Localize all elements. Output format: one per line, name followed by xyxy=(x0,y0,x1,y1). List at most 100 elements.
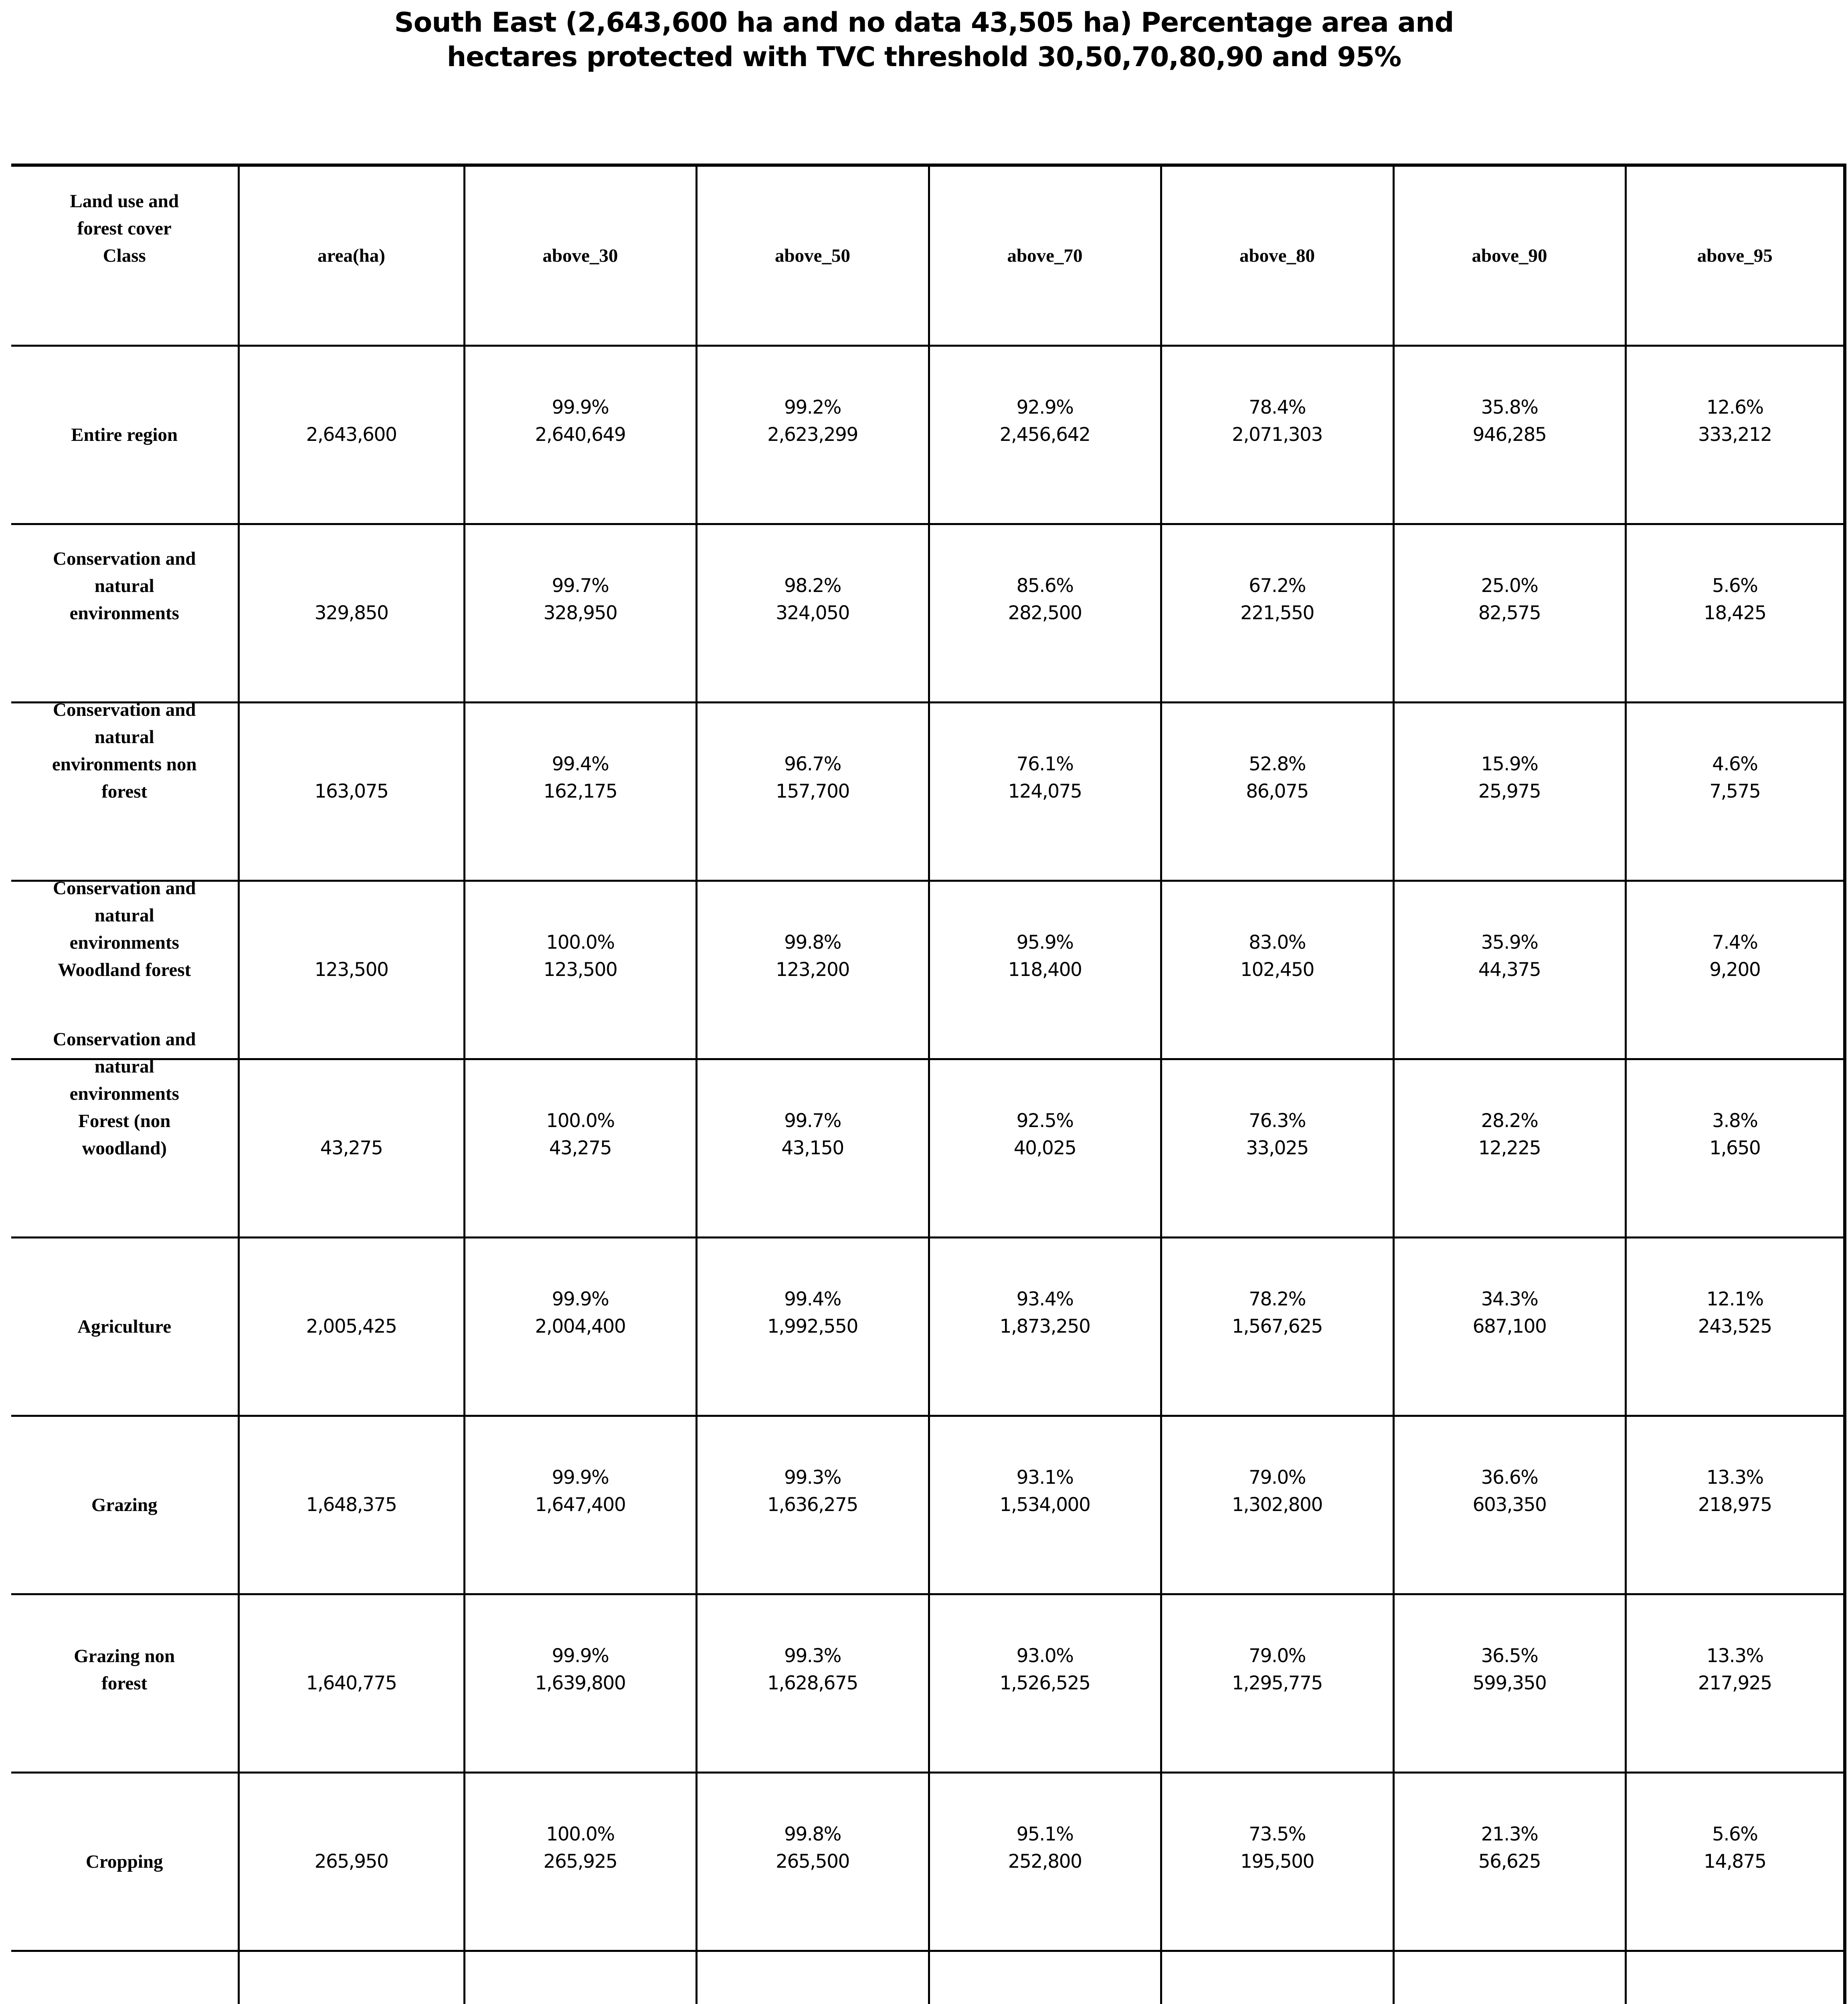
col-header-above-30: above_30 xyxy=(463,164,698,347)
percent-value: 100.0% xyxy=(546,1109,615,1132)
percent-value: 99.7% xyxy=(784,1109,841,1132)
threshold-cell: 95.1% 252,800 xyxy=(928,1771,1162,1952)
col-header-above-95: above_95 xyxy=(1624,164,1846,347)
hectares-value: 221,550 xyxy=(1240,602,1314,624)
row-label-line: environments xyxy=(69,1083,179,1104)
threshold-cell-content: 79.0% 1,302,800 xyxy=(1162,1464,1393,1519)
threshold-cell-content: 73.5% 195,500 xyxy=(1162,1821,1393,1875)
row-label-cell: Irrigation xyxy=(11,1949,240,2004)
percent-value: 93.0% xyxy=(1016,1644,1074,1667)
threshold-cell: 7.4% 9,200 xyxy=(1624,879,1846,1060)
row-label: Agriculture xyxy=(11,1313,238,1340)
percent-value: 7.4% xyxy=(1712,931,1758,954)
hectares-value: 2,640,649 xyxy=(535,423,626,446)
hectares-value: 1,302,800 xyxy=(1232,1493,1323,1516)
table-row: Conservation and natural environments Woodl… xyxy=(11,878,1846,1060)
threshold-cell-content: 5.6% 14,875 xyxy=(1627,1821,1844,1875)
threshold-cell: 99.9% 1,647,400 xyxy=(463,1414,698,1595)
threshold-cell: 13.3% 217,925 xyxy=(1624,1593,1846,1774)
threshold-cell-content: 67.2% 221,550 xyxy=(1162,572,1393,627)
hectares-value: 102,450 xyxy=(1240,958,1314,981)
threshold-cell-content: 99.9% 1,639,800 xyxy=(465,1642,696,1697)
threshold-cell-content: 100.0%89,525 xyxy=(465,1999,696,2004)
hectares-value: 118,400 xyxy=(1008,958,1082,981)
area-ha-value: 2,005,425 xyxy=(306,1315,397,1337)
percent-value: 5.6% xyxy=(1712,574,1758,597)
percent-value: 100.0% xyxy=(546,931,615,954)
area-ha-cell: 265,950 xyxy=(237,1771,465,1952)
row-label-line: woodland) xyxy=(82,1137,167,1159)
threshold-cell: 95.4%85,400 xyxy=(928,1949,1162,2004)
threshold-cell: 21.3% 56,625 xyxy=(1392,1771,1627,1952)
table-row: Grazing non forest 1,640,775 99.9% 1,639,800… xyxy=(11,1593,1846,1774)
hectares-value: 252,800 xyxy=(1008,1850,1082,1873)
threshold-cell-content: 25.0% 82,575 xyxy=(1395,572,1625,627)
threshold-cell-content: 3.8% 1,650 xyxy=(1627,1107,1844,1162)
row-label-line: Conservation and xyxy=(53,699,196,720)
threshold-cell-content: 99.8% 123,200 xyxy=(698,929,928,984)
hectares-value: 687,100 xyxy=(1472,1315,1547,1337)
hectares-value: 25,975 xyxy=(1478,780,1541,802)
row-label-line: natural xyxy=(94,1056,154,1077)
row-label: Entire region xyxy=(11,421,238,448)
percent-value: 78.4% xyxy=(1249,396,1306,418)
threshold-cell-content: 98.2% 324,050 xyxy=(698,572,928,627)
threshold-cell-content: 95.9% 118,400 xyxy=(930,929,1160,984)
threshold-cell-content: 77.1%69,000 xyxy=(1162,1999,1393,2004)
col-header-class-line: Land use and xyxy=(70,190,179,212)
hectares-value: 44,375 xyxy=(1478,958,1541,981)
hectares-value: 123,200 xyxy=(776,958,850,981)
threshold-cell: 76.1% 124,075 xyxy=(928,701,1162,882)
threshold-cell: 76.3% 33,025 xyxy=(1160,1058,1395,1238)
threshold-cell-content: 92.5% 40,025 xyxy=(930,1107,1160,1162)
header-row: Land use and forest cover Class area(ha) a… xyxy=(11,164,1846,347)
report-title: South East (2,643,600 ha and no data 43,… xyxy=(0,6,1848,74)
threshold-cell: 93.4% 1,873,250 xyxy=(928,1236,1162,1417)
hectares-value: 218,975 xyxy=(1698,1493,1772,1516)
table-row: Conservation and natural environments non f… xyxy=(11,699,1846,882)
percent-value: 99.3% xyxy=(784,1644,841,1667)
table-row: Grazing 1,648,375 99.9% 1,647,400 99.3% 1,636… xyxy=(11,1414,1846,1595)
row-label-cell: Grazing non forest xyxy=(11,1593,240,1774)
hectares-value: 1,636,275 xyxy=(767,1493,858,1516)
area-ha-cell: 163,075 xyxy=(237,701,465,882)
table-row: Entire region 2,643,600 99.9% 2,640,649 99.2… xyxy=(11,344,1846,525)
row-label-line: environments non xyxy=(52,754,197,775)
threshold-cell-content: 95.4%85,400 xyxy=(930,1999,1160,2004)
hectares-value: 1,534,000 xyxy=(999,1493,1091,1516)
hectares-value: 162,175 xyxy=(543,780,618,802)
threshold-cell-content: 78.4% 2,071,303 xyxy=(1162,394,1393,448)
row-label-line: Cropping xyxy=(86,1851,163,1872)
percent-value: 35.9% xyxy=(1481,931,1539,954)
hectares-value: 603,350 xyxy=(1472,1493,1547,1516)
threshold-cell: 83.0% 102,450 xyxy=(1160,879,1395,1060)
threshold-cell: 73.5% 195,500 xyxy=(1160,1771,1395,1952)
row-label-line: Conservation and xyxy=(53,1028,196,1050)
percent-value: 96.7% xyxy=(784,753,841,775)
threshold-cell: 3.8% 1,650 xyxy=(1624,1058,1846,1238)
col-header-above-90: above_90 xyxy=(1392,164,1627,347)
hectares-value: 599,350 xyxy=(1472,1672,1547,1694)
threshold-cell: 96.7% 157,700 xyxy=(695,701,930,882)
threshold-cell: 99.2% 2,623,299 xyxy=(695,344,930,525)
area-ha-cell: 2,005,425 xyxy=(237,1236,465,1417)
hectares-value: 123,500 xyxy=(543,958,618,981)
percent-value: 99.7% xyxy=(552,574,609,597)
percent-value: 79.0% xyxy=(1249,1466,1306,1489)
threshold-cell: 52.8% 86,075 xyxy=(1160,701,1395,882)
threshold-cell: 93.1% 1,534,000 xyxy=(928,1414,1162,1595)
percent-value: 95.1% xyxy=(1016,1823,1074,1845)
threshold-cell-content: 79.0% 1,295,775 xyxy=(1162,1642,1393,1697)
percent-value: 99.8% xyxy=(784,931,841,954)
row-label: Cropping xyxy=(11,1848,238,1875)
threshold-cell: 35.9% 44,375 xyxy=(1392,879,1627,1060)
hectares-value: 265,500 xyxy=(776,1850,850,1873)
hectares-value: 2,623,299 xyxy=(767,423,858,446)
row-label: Grazing xyxy=(11,1491,238,1519)
row-label-cell: Grazing xyxy=(11,1414,240,1595)
percent-value: 93.1% xyxy=(1016,1466,1074,1489)
percent-value: 99.9% xyxy=(552,1288,609,1310)
percent-value: 99.7% xyxy=(698,1999,928,2004)
area-ha-value: 43,275 xyxy=(320,1137,383,1159)
threshold-cell: 99.4% 1,992,550 xyxy=(695,1236,930,1417)
